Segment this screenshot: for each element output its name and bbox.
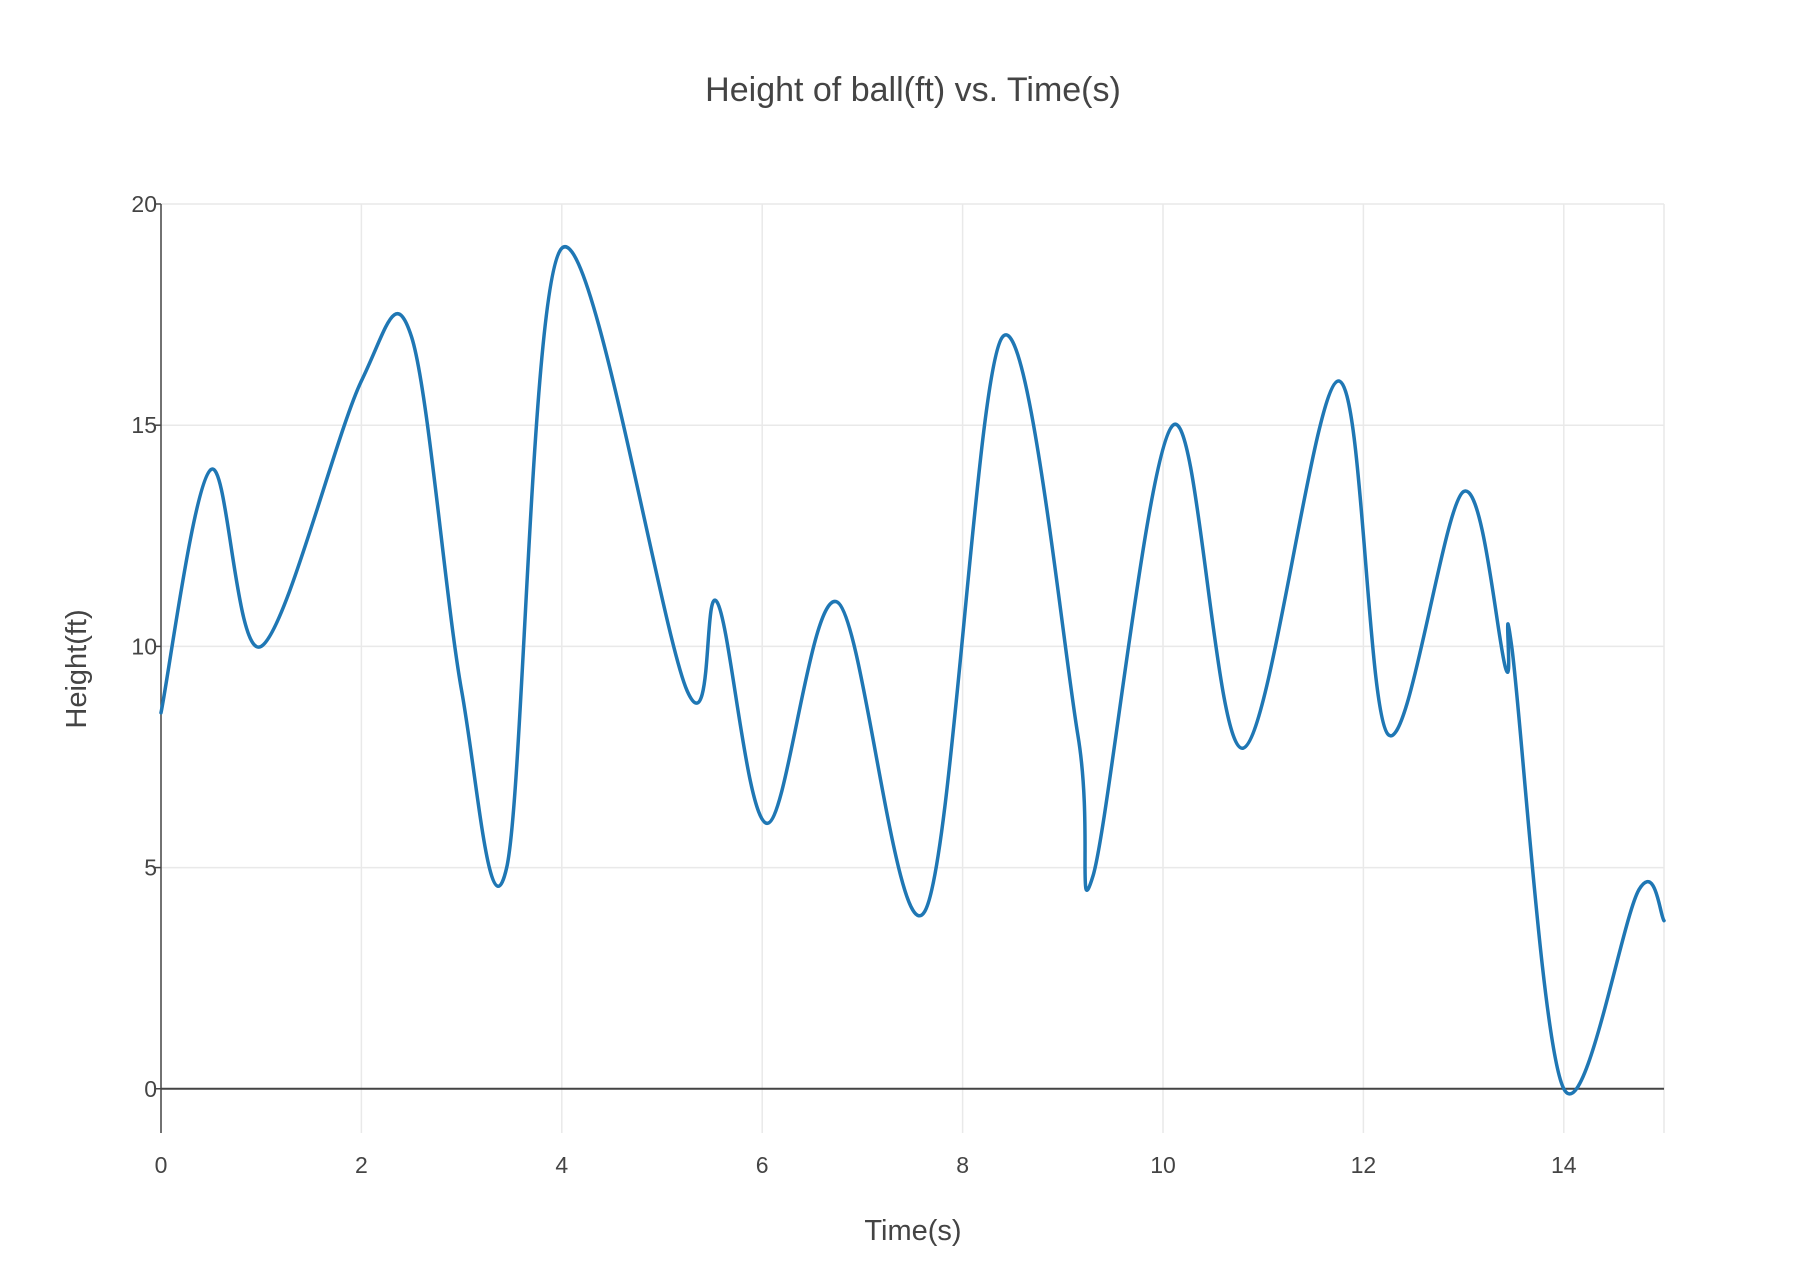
x-tick-label: 12 [1351, 1152, 1377, 1178]
x-axis-title: Time(s) [864, 1215, 961, 1247]
x-tick-label: 6 [756, 1152, 769, 1178]
x-tick-label: 4 [555, 1152, 568, 1178]
x-tick-label: 2 [355, 1152, 368, 1178]
y-tick-label: 10 [131, 633, 157, 659]
x-tick-label: 10 [1150, 1152, 1176, 1178]
grid-layer [161, 203, 1665, 1133]
chart-title: Height of ball(ft) vs. Time(s) [705, 71, 1121, 109]
y-tick-label: 5 [144, 855, 157, 881]
series-line [159, 245, 1666, 1096]
x-tick-label: 14 [1551, 1152, 1577, 1178]
y-axis-title: Height(ft) [61, 609, 93, 728]
axis-layer: 0 2 4 6 8 10 12 14 0 5 10 15 20 [131, 191, 1664, 1178]
x-tick-label: 8 [956, 1152, 969, 1178]
series-layer [159, 245, 1666, 1096]
y-tick-label: 20 [131, 191, 157, 217]
label-layer: Height of ball(ft) vs. Time(s) Time(s) H… [61, 71, 1121, 1247]
y-tick-label: 15 [131, 412, 157, 438]
x-tick-label: 0 [155, 1152, 168, 1178]
y-tick-label: 0 [144, 1076, 157, 1102]
